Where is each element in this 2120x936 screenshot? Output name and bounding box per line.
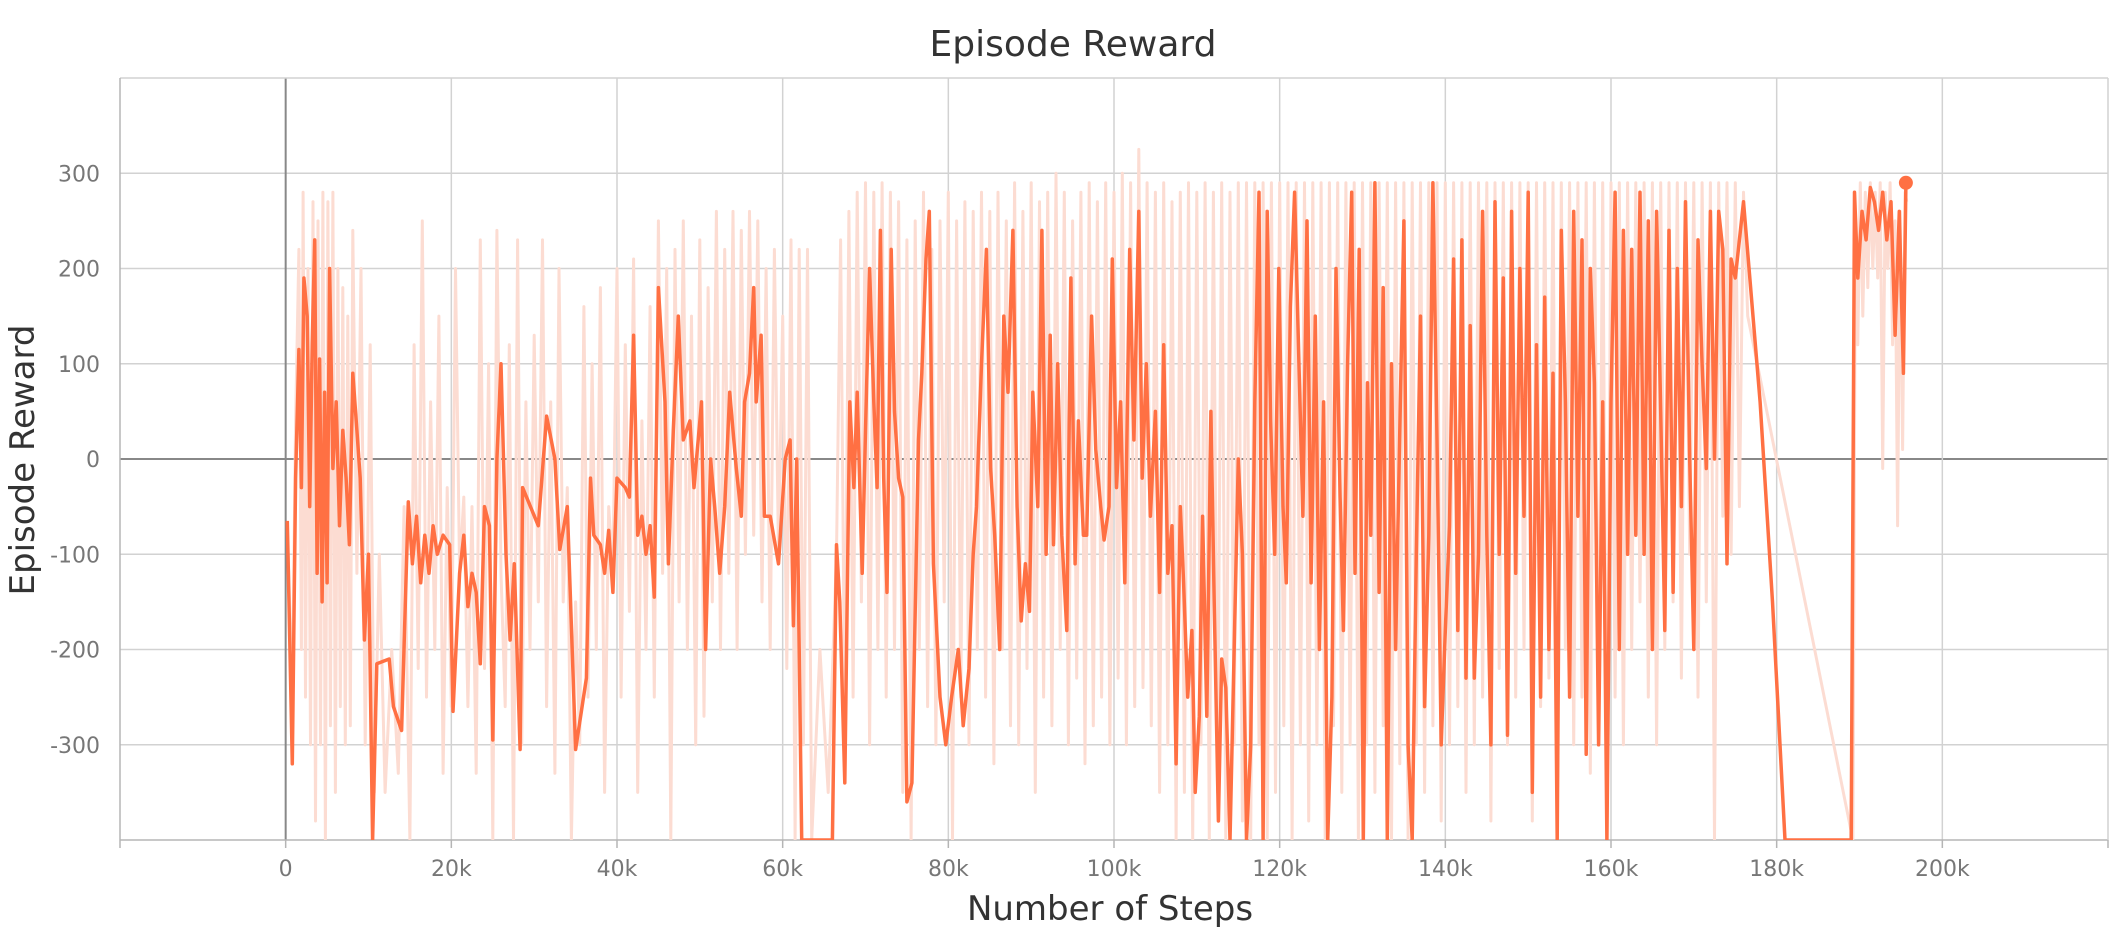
x-tick-label: 160k xyxy=(1584,857,1639,882)
y-tick-label: 0 xyxy=(86,448,100,473)
x-tick-label: 200k xyxy=(1915,857,1970,882)
y-tick-label: -200 xyxy=(50,639,100,664)
y-tick-label: -100 xyxy=(50,543,100,568)
tick-labels: 0 20k 40k 60k 80k 100k 120k 140k 160k 180k 200k -30… xyxy=(50,162,1970,882)
y-tick-label: 100 xyxy=(58,353,100,378)
x-tick-label: 0 xyxy=(279,857,293,882)
x-tick-label: 40k xyxy=(597,857,638,882)
chart-title: Episode Reward xyxy=(930,24,1217,65)
x-tick-label: 60k xyxy=(762,857,803,882)
x-tick-label: 100k xyxy=(1087,857,1142,882)
x-tick-label: 180k xyxy=(1749,857,1804,882)
x-tick-label: 20k xyxy=(431,857,472,882)
y-axis-label: Episode Reward xyxy=(3,325,43,596)
x-tick-label: 120k xyxy=(1252,857,1307,882)
x-tick-label: 80k xyxy=(928,857,969,882)
smoothed-series-layer xyxy=(285,175,1913,840)
y-tick-label: 300 xyxy=(58,162,100,187)
y-tick-label: -300 xyxy=(50,734,100,759)
x-axis-label: Number of Steps xyxy=(967,889,1253,929)
x-tick-label: 140k xyxy=(1418,857,1473,882)
last-point-marker xyxy=(1898,175,1913,190)
y-tick-label: 200 xyxy=(58,258,100,283)
smoothed-reward-line xyxy=(285,181,1908,840)
